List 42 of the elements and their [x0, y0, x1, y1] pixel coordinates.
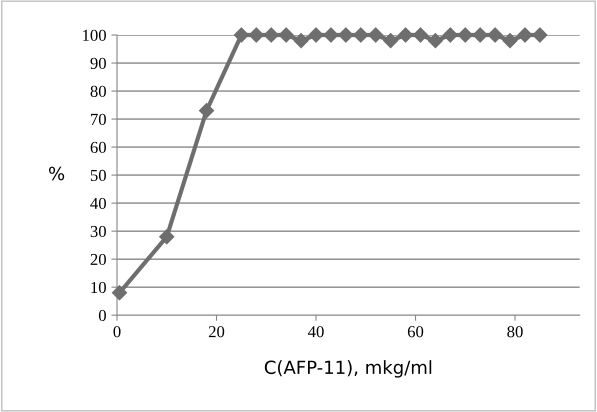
point: [338, 27, 354, 43]
x-tick-label: 60: [408, 326, 424, 338]
point: [308, 27, 324, 43]
point: [383, 33, 398, 48]
y-tick-label: 10: [91, 282, 106, 294]
x-tick-label: 20: [208, 326, 224, 338]
point: [198, 103, 214, 118]
y-tick-label: 30: [90, 226, 106, 238]
x-tick-label: 0: [113, 326, 121, 338]
point: [278, 27, 294, 43]
y-tick-label: 90: [90, 58, 106, 69]
point: [368, 27, 384, 43]
y-axis-title: %: [49, 166, 64, 180]
y-tick-label: 0: [98, 310, 106, 322]
point: [472, 27, 488, 43]
y-tick-label: 70: [91, 114, 106, 126]
point: [428, 33, 443, 48]
point: [532, 27, 548, 43]
y-tick-label: 100: [83, 30, 106, 41]
point: [502, 33, 518, 48]
point: [112, 285, 128, 300]
point: [353, 27, 368, 43]
x-tick-label: 40: [308, 326, 324, 338]
y-tick-label: 20: [90, 254, 106, 266]
point: [517, 27, 533, 43]
point: [234, 27, 249, 43]
point: [398, 27, 414, 43]
y-tick-label: 40: [90, 198, 106, 210]
point: [248, 27, 264, 43]
point: [323, 27, 339, 43]
point: [458, 27, 473, 43]
point: [294, 33, 309, 48]
y-tick-label: 60: [90, 142, 106, 154]
y-tick-label: 80: [90, 86, 106, 97]
point: [488, 27, 503, 43]
point: [442, 27, 458, 43]
x-tick-label: 80: [507, 326, 523, 338]
point: [159, 229, 174, 244]
point: [412, 27, 428, 43]
y-tick-label: 50: [90, 170, 106, 182]
point: [264, 27, 279, 43]
x-axis-title: C(AFP-11), mkg/ml: [264, 360, 432, 378]
